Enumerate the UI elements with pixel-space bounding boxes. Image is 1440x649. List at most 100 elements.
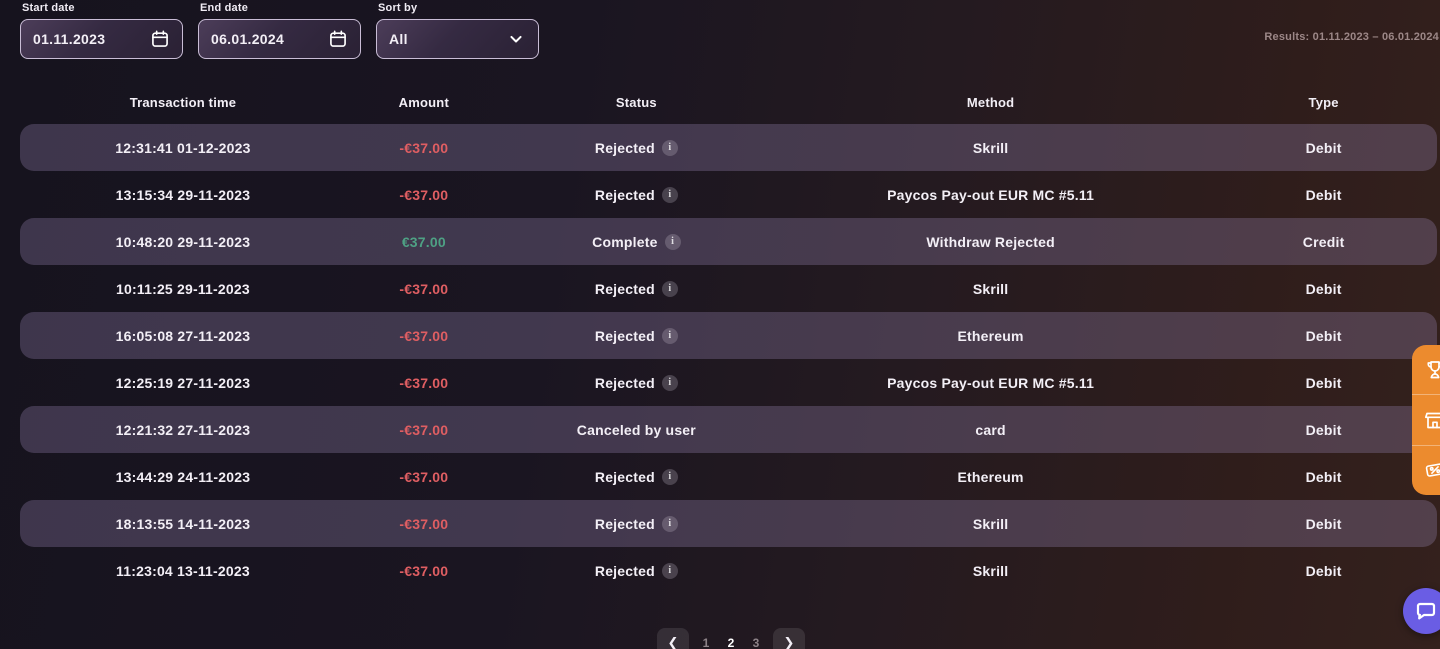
- table-row[interactable]: 12:25:19 27-11-2023 -€37.00 Rejected i P…: [20, 359, 1437, 406]
- transaction-amount: -€37.00: [399, 374, 449, 391]
- transaction-type: Debit: [1305, 515, 1342, 532]
- table-row[interactable]: 10:11:25 29-11-2023 -€37.00 Rejected i S…: [20, 265, 1437, 312]
- status-label: Rejected: [594, 515, 655, 532]
- transaction-method: Paycos Pay-out EUR MC #5.11: [887, 374, 1095, 391]
- calendar-icon[interactable]: [328, 29, 348, 49]
- pagination: ❮ 1 2 3 ❯: [657, 628, 805, 649]
- column-header-amount: Amount: [398, 94, 449, 110]
- table-row[interactable]: 12:31:41 01-12-2023 -€37.00 Rejected i S…: [20, 124, 1437, 171]
- table-row[interactable]: 18:13:55 14-11-2023 -€37.00 Rejected i S…: [20, 500, 1437, 547]
- bonus-ticket-icon: [1425, 463, 1440, 478]
- table-body: 12:31:41 01-12-2023 -€37.00 Rejected i S…: [20, 124, 1437, 594]
- transaction-amount: -€37.00: [399, 139, 449, 156]
- transaction-amount: €37.00: [401, 233, 446, 250]
- transaction-time: 12:25:19 27-11-2023: [115, 374, 251, 391]
- info-icon[interactable]: i: [664, 233, 681, 250]
- transaction-time: 11:23:04 13-11-2023: [116, 562, 250, 579]
- tournaments-button[interactable]: [1412, 345, 1440, 394]
- transaction-amount: -€37.00: [399, 468, 449, 485]
- info-icon[interactable]: i: [661, 468, 678, 485]
- info-icon[interactable]: i: [661, 562, 678, 579]
- info-icon[interactable]: i: [661, 327, 678, 344]
- status-label: Rejected: [594, 280, 655, 297]
- status-label: Complete: [592, 233, 658, 250]
- end-date-label: End date: [200, 2, 249, 14]
- end-date-input[interactable]: 06.01.2024: [198, 19, 361, 59]
- calendar-icon[interactable]: [150, 29, 170, 49]
- transaction-method: card: [975, 421, 1006, 438]
- transaction-type: Debit: [1305, 139, 1342, 156]
- sort-by-label: Sort by: [378, 2, 418, 14]
- transaction-method: Ethereum: [957, 468, 1024, 485]
- info-icon[interactable]: i: [661, 515, 678, 532]
- transaction-amount: -€37.00: [399, 515, 449, 532]
- transaction-type: Debit: [1305, 280, 1342, 297]
- status-label: Rejected: [594, 186, 655, 203]
- transaction-method: Skrill: [972, 562, 1009, 579]
- transaction-time: 16:05:08 27-11-2023: [115, 327, 251, 344]
- status-label: Rejected: [594, 562, 655, 579]
- transaction-status: Canceled by user: [502, 422, 771, 438]
- transaction-amount: -€37.00: [399, 421, 449, 438]
- transaction-amount: -€37.00: [399, 327, 449, 344]
- transaction-time: 10:11:25 29-11-2023: [116, 280, 250, 297]
- end-date-filter: End date 06.01.2024: [198, 2, 361, 59]
- info-icon[interactable]: i: [661, 139, 678, 156]
- transaction-status: Rejected i: [502, 327, 771, 344]
- table-row[interactable]: 11:23:04 13-11-2023 -€37.00 Rejected i S…: [20, 547, 1437, 594]
- status-label: Rejected: [594, 139, 655, 156]
- transaction-type: Debit: [1305, 327, 1342, 344]
- info-icon[interactable]: i: [661, 186, 678, 203]
- transaction-time: 13:15:34 29-11-2023: [115, 186, 251, 203]
- transaction-time: 12:31:41 01-12-2023: [115, 139, 251, 156]
- table-row[interactable]: 13:15:34 29-11-2023 -€37.00 Rejected i P…: [20, 171, 1437, 218]
- results-summary: Results: 01.11.2023 – 06.01.2024: [1264, 31, 1439, 43]
- page-number-3[interactable]: 3: [748, 628, 764, 649]
- sort-by-filter: Sort by All: [376, 2, 539, 59]
- chevron-down-icon: [510, 35, 522, 43]
- transaction-status: Rejected i: [502, 468, 771, 485]
- chat-bubble-icon: [1416, 602, 1436, 620]
- transaction-amount: -€37.00: [399, 280, 449, 297]
- quick-access-panel: [1412, 345, 1440, 495]
- table-row[interactable]: 10:48:20 29-11-2023 €37.00 Complete i Wi…: [20, 218, 1437, 265]
- shop-button[interactable]: [1412, 394, 1440, 444]
- status-label: Rejected: [594, 374, 655, 391]
- table-row[interactable]: 16:05:08 27-11-2023 -€37.00 Rejected i E…: [20, 312, 1437, 359]
- start-date-value: 01.11.2023: [33, 31, 106, 47]
- table-row[interactable]: 12:21:32 27-11-2023 -€37.00 Canceled by …: [20, 406, 1437, 453]
- previous-page-button[interactable]: ❮: [657, 628, 689, 649]
- info-icon[interactable]: i: [661, 280, 678, 297]
- info-icon[interactable]: i: [661, 374, 678, 391]
- status-label: Rejected: [594, 327, 655, 344]
- transaction-method: Skrill: [972, 515, 1009, 532]
- sort-by-select[interactable]: All: [376, 19, 539, 59]
- start-date-input[interactable]: 01.11.2023: [20, 19, 183, 59]
- transaction-type: Debit: [1305, 374, 1342, 391]
- transaction-status: Rejected i: [502, 562, 771, 579]
- transaction-type: Debit: [1305, 186, 1342, 203]
- column-header-method: Method: [966, 94, 1015, 110]
- page-number-1[interactable]: 1: [698, 628, 714, 649]
- transaction-status: Rejected i: [502, 186, 771, 203]
- transactions-table: Transaction time Amount Status Method Ty…: [20, 88, 1437, 594]
- transaction-type: Debit: [1305, 421, 1342, 438]
- transaction-type: Debit: [1305, 468, 1342, 485]
- transaction-time: 12:21:32 27-11-2023: [115, 421, 251, 438]
- transaction-method: Skrill: [972, 280, 1009, 297]
- column-header-transaction-time: Transaction time: [129, 94, 237, 110]
- column-header-type: Type: [1308, 94, 1339, 110]
- chat-button[interactable]: [1403, 588, 1440, 634]
- transaction-method: Ethereum: [957, 327, 1024, 344]
- transaction-status: Rejected i: [502, 374, 771, 391]
- next-page-button[interactable]: ❯: [773, 628, 805, 649]
- transaction-time: 10:48:20 29-11-2023: [115, 233, 251, 250]
- sort-by-value: All: [389, 31, 408, 47]
- bonuses-button[interactable]: [1412, 444, 1440, 495]
- transaction-status: Rejected i: [502, 139, 771, 156]
- page-number-2[interactable]: 2: [723, 628, 739, 649]
- start-date-filter: Start date 01.11.2023: [20, 2, 183, 59]
- trophy-icon: [1427, 360, 1440, 379]
- column-header-status: Status: [615, 94, 657, 110]
- table-row[interactable]: 13:44:29 24-11-2023 -€37.00 Rejected i E…: [20, 453, 1437, 500]
